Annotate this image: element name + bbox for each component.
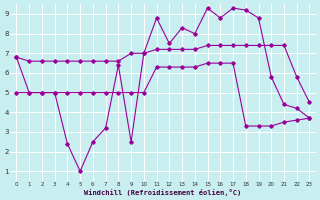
X-axis label: Windchill (Refroidissement éolien,°C): Windchill (Refroidissement éolien,°C) xyxy=(84,189,242,196)
